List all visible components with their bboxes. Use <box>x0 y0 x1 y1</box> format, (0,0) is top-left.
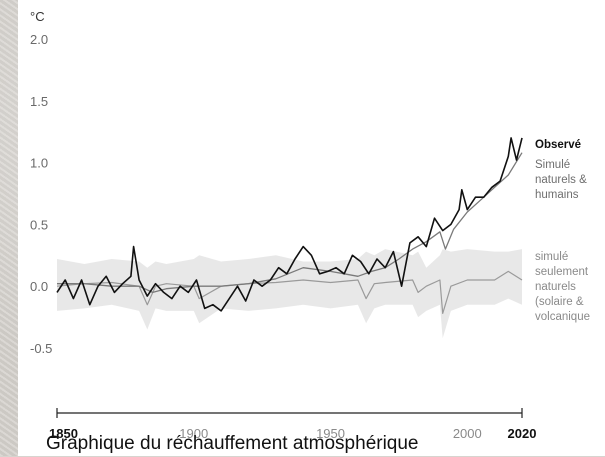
x-tick-label: 1850 <box>49 426 78 441</box>
legend-entry-line: seulement <box>535 266 589 278</box>
legend-entry-line: Observé <box>535 139 581 151</box>
legend-entry-line: naturels <box>535 281 576 293</box>
simulated-human-natural-line <box>57 152 523 294</box>
x-tick-labels: 1850 1900 1950 2000 2020 <box>49 426 536 441</box>
legend-entry-line: simulé <box>535 251 568 263</box>
chart-paper <box>18 0 605 456</box>
x-tick-label: 2020 <box>508 426 537 441</box>
simulated-natural-only-line <box>56 270 523 314</box>
y-tick-label: 1.0 <box>30 156 48 171</box>
y-tick-labels: 2.0 1.5 1.0 0.5 0.0 -0.5 <box>30 32 52 356</box>
observed-line <box>56 137 523 312</box>
x-tick-label: 2000 <box>453 426 482 441</box>
legend-entry-line: Simulé <box>535 159 570 171</box>
legend-entry-line: naturels & <box>535 174 587 186</box>
legend: Observé Simulé naturels & humains simulé seul… <box>535 139 590 323</box>
legend-entry-line: volcanique <box>535 311 590 323</box>
y-tick-label: 2.0 <box>30 32 48 47</box>
series-lines <box>56 137 523 314</box>
y-tick-label: -0.5 <box>30 341 52 356</box>
legend-entry-line: (solaire & <box>535 296 584 308</box>
y-tick-label: 0.0 <box>30 279 48 294</box>
natural-band-area <box>57 249 522 339</box>
y-tick-label: 0.5 <box>30 217 48 232</box>
natural-variability-band <box>57 249 522 339</box>
legend-entry-line: humains <box>535 189 579 201</box>
y-unit-label: °C <box>30 9 45 24</box>
x-tick-label: 1900 <box>179 426 208 441</box>
x-tick-label: 1950 <box>316 426 345 441</box>
chart-caption: Graphique du réchauffement atmosphérique <box>46 433 419 454</box>
y-tick-label: 1.5 <box>30 94 48 109</box>
